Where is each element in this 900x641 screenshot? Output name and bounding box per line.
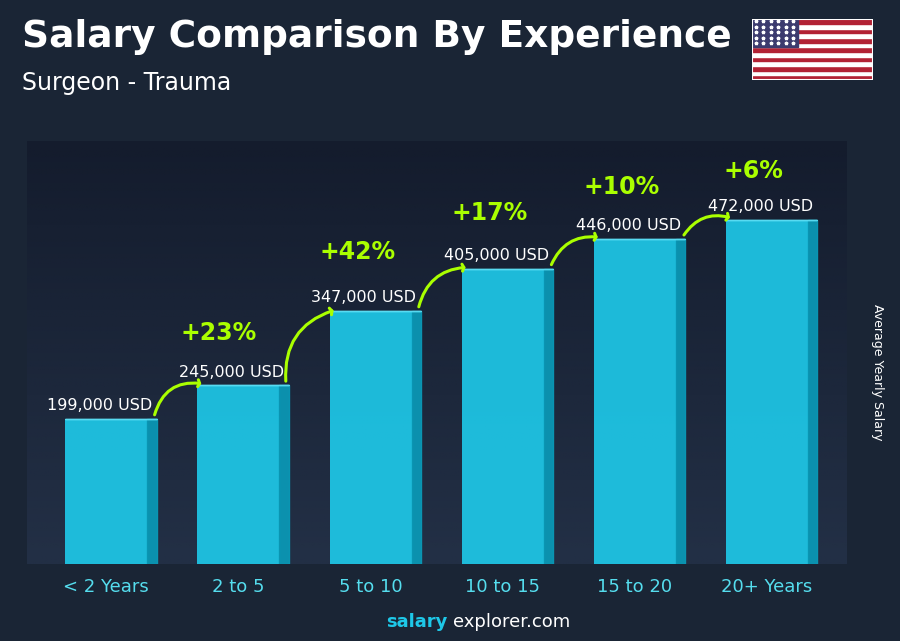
Polygon shape: [544, 269, 553, 564]
Text: Average Yearly Salary: Average Yearly Salary: [871, 304, 884, 440]
Text: Salary Comparison By Experience: Salary Comparison By Experience: [22, 19, 733, 55]
Text: 245,000 USD: 245,000 USD: [179, 365, 284, 379]
FancyBboxPatch shape: [594, 238, 676, 564]
Bar: [752, 38, 873, 43]
FancyBboxPatch shape: [726, 220, 808, 564]
Bar: [752, 71, 873, 76]
Text: 199,000 USD: 199,000 USD: [47, 398, 152, 413]
Bar: [752, 52, 873, 56]
Polygon shape: [808, 220, 817, 564]
Bar: [752, 29, 873, 33]
FancyBboxPatch shape: [329, 311, 411, 564]
FancyBboxPatch shape: [462, 269, 544, 564]
FancyBboxPatch shape: [197, 385, 279, 564]
Text: 347,000 USD: 347,000 USD: [311, 290, 417, 305]
Polygon shape: [279, 385, 289, 564]
Text: Surgeon - Trauma: Surgeon - Trauma: [22, 71, 232, 94]
Text: 446,000 USD: 446,000 USD: [576, 218, 680, 233]
Text: +17%: +17%: [452, 201, 527, 225]
Bar: [752, 47, 873, 52]
Bar: [752, 76, 873, 80]
Text: explorer.com: explorer.com: [453, 613, 570, 631]
Text: salary: salary: [386, 613, 447, 631]
Text: +23%: +23%: [181, 321, 256, 345]
Bar: [752, 66, 873, 71]
Polygon shape: [148, 419, 157, 564]
Polygon shape: [676, 238, 685, 564]
Text: 472,000 USD: 472,000 USD: [707, 199, 813, 214]
Bar: [752, 19, 873, 24]
Bar: [752, 56, 873, 62]
Bar: [752, 62, 873, 66]
Bar: [752, 24, 873, 29]
FancyBboxPatch shape: [66, 419, 148, 564]
Bar: [752, 33, 873, 38]
Bar: [752, 43, 873, 47]
Text: +10%: +10%: [583, 174, 660, 199]
Text: +42%: +42%: [320, 240, 395, 263]
Bar: [752, 19, 797, 47]
Polygon shape: [411, 311, 421, 564]
Text: +6%: +6%: [724, 160, 784, 183]
Text: 405,000 USD: 405,000 USD: [444, 248, 549, 263]
